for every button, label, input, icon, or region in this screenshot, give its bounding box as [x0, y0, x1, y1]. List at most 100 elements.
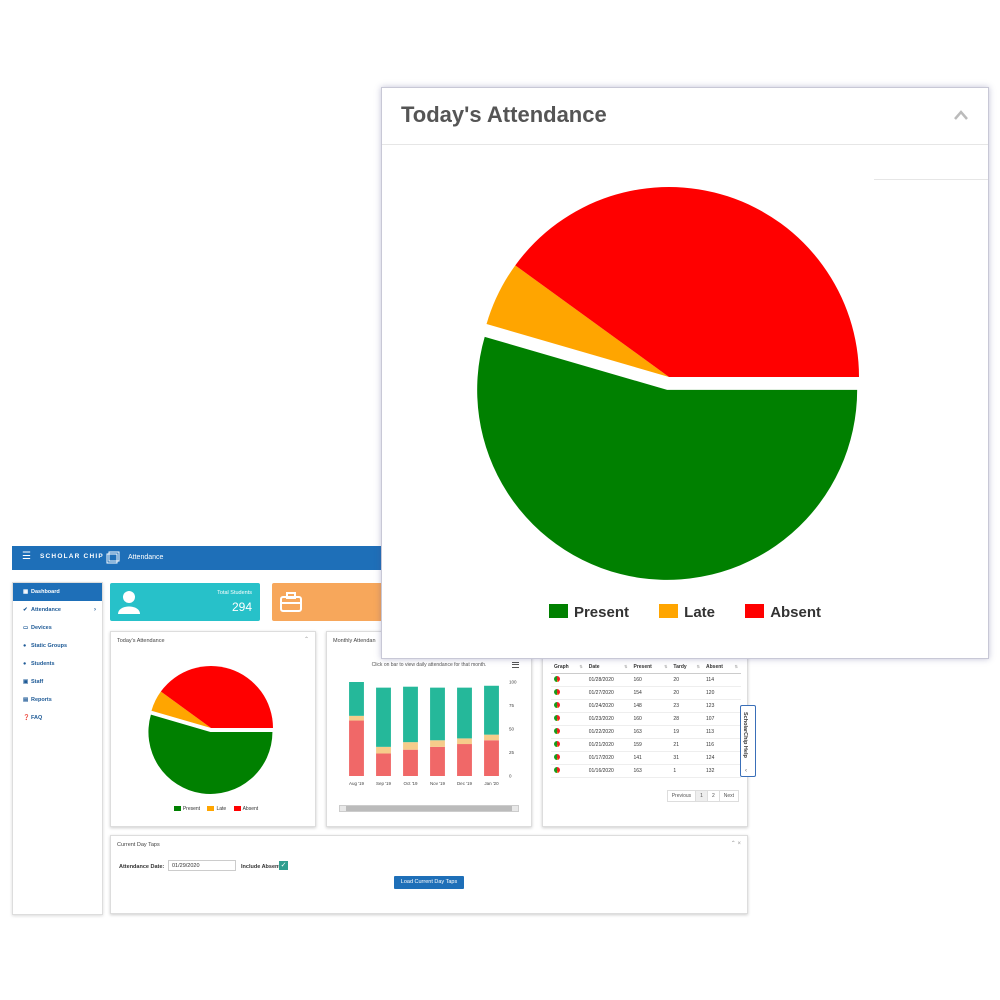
absent-swatch: [745, 604, 765, 618]
cell-date: 01/28/2020: [585, 673, 631, 687]
row-pie-icon[interactable]: [551, 764, 586, 778]
row-pie-icon[interactable]: [551, 686, 586, 700]
sort-icon: ⇅: [664, 663, 668, 669]
bar-segment[interactable]: [349, 715, 364, 721]
total-students-tile[interactable]: Total Students 294: [110, 583, 260, 621]
legend-late[interactable]: Late: [659, 604, 715, 621]
attendance-date-input[interactable]: 01/29/2020: [168, 860, 236, 871]
sidebar-item-students[interactable]: ● Students: [13, 655, 102, 673]
legend-present[interactable]: Present: [182, 806, 201, 812]
laptop-icon: ▭: [23, 625, 29, 631]
col-tardy[interactable]: Tardy ⇅: [670, 660, 704, 674]
sort-icon: ⇅: [696, 663, 701, 669]
table-row[interactable]: 01/22/2020 163 19 113: [551, 725, 741, 739]
help-tab[interactable]: ScholarChip Help ‹: [740, 705, 756, 777]
bar-segment[interactable]: [430, 746, 445, 776]
legend-absent[interactable]: Absent: [242, 806, 259, 812]
pager-page-1[interactable]: 1: [695, 790, 708, 802]
bar-segment[interactable]: [457, 738, 472, 745]
bar-segment[interactable]: [484, 734, 499, 741]
bar-segment[interactable]: [376, 687, 391, 747]
panel-title: Today's Attendance: [117, 638, 165, 644]
bar-segment[interactable]: [457, 687, 472, 739]
bar-segment[interactable]: [484, 685, 499, 735]
include-absent-checkbox[interactable]: ✓: [279, 861, 288, 870]
cell-present: 154: [630, 686, 671, 700]
col-graph[interactable]: Graph ⇅: [551, 660, 586, 674]
pager-previous[interactable]: Previous: [666, 790, 697, 802]
table-row[interactable]: 01/23/2020 160 28 107: [551, 712, 741, 726]
question-icon: ❓: [23, 715, 30, 721]
cell-present: 160: [630, 712, 671, 726]
sidebar-item-dashboard[interactable]: ▦ Dashboard: [13, 583, 102, 601]
y-tick-label: 75: [509, 703, 515, 708]
pie-slice-present[interactable]: [148, 714, 273, 794]
cell-present: 148: [630, 699, 671, 713]
mini-pie-chart[interactable]: [147, 664, 279, 796]
legend-present[interactable]: Present: [548, 604, 629, 621]
daily-attendance-table-panel: Graph ⇅ Date ⇅ Present ⇅ Tardy ⇅ Absent ⇅ 01/…: [542, 631, 748, 827]
bar-segment[interactable]: [430, 687, 445, 741]
cell-present: 141: [630, 751, 671, 765]
col-present[interactable]: Present ⇅: [630, 660, 671, 674]
table-row[interactable]: 01/17/2020 141 31 124: [551, 751, 741, 765]
bar-segment[interactable]: [403, 749, 418, 776]
scrollbar-thumb[interactable]: [346, 806, 512, 811]
table-row[interactable]: 01/21/2020 159 21 116: [551, 738, 741, 752]
bar-segment[interactable]: [403, 686, 418, 743]
x-tick-label: Dec '19: [457, 781, 473, 786]
sidebar-item-devices[interactable]: ▭ Devices: [13, 619, 102, 637]
pie-slice-late[interactable]: [151, 691, 211, 728]
pie-slice-absent[interactable]: [160, 666, 273, 728]
x-tick-label: Sep '19: [376, 781, 392, 786]
row-pie-icon[interactable]: [551, 699, 586, 713]
pie-slice-absent[interactable]: [515, 187, 859, 377]
panel-controls-icon[interactable]: ⌃ ×: [730, 841, 741, 847]
bar-segment[interactable]: [484, 740, 499, 776]
bar-segment[interactable]: [430, 740, 445, 747]
row-pie-icon[interactable]: [551, 712, 586, 726]
col-absent[interactable]: Absent ⇅: [703, 660, 741, 674]
sidebar-item-reports[interactable]: ▤ Reports: [13, 691, 102, 709]
bar-segment[interactable]: [403, 742, 418, 750]
table-row[interactable]: 01/27/2020 154 20 120: [551, 686, 741, 700]
pager-next[interactable]: Next: [718, 790, 739, 802]
bar-segment[interactable]: [376, 753, 391, 776]
user-icon: ●: [23, 661, 27, 667]
pie-slice-present[interactable]: [477, 336, 858, 580]
panel-title: Current Day Taps: [117, 842, 160, 848]
pie-slice-late[interactable]: [486, 265, 669, 377]
chart-menu-icon[interactable]: [512, 661, 519, 669]
bar-segment[interactable]: [457, 744, 472, 776]
chevron-up-icon[interactable]: ⌃: [303, 637, 309, 643]
staff-tile[interactable]: [272, 583, 392, 621]
cell-tardy: 19: [670, 725, 704, 739]
pager-page-2[interactable]: 2: [706, 790, 720, 802]
divider: [382, 144, 988, 145]
table-row[interactable]: 01/28/2020 160 20 114: [551, 673, 741, 687]
attendance-pie-chart[interactable]: [462, 164, 902, 604]
row-pie-icon[interactable]: [551, 738, 586, 752]
bar-segment[interactable]: [349, 720, 364, 776]
late-swatch: [659, 604, 679, 618]
legend-late[interactable]: Late: [216, 806, 227, 812]
row-pie-icon[interactable]: [551, 673, 586, 687]
sidebar-item-faq[interactable]: ❓FAQ: [13, 709, 102, 727]
bar-segment[interactable]: [376, 746, 391, 754]
sidebar-item-attendance[interactable]: ✔ Attendance ›: [13, 601, 102, 619]
legend-absent[interactable]: Absent: [745, 604, 821, 621]
menu-icon[interactable]: ☰: [22, 551, 31, 562]
chevron-up-icon[interactable]: [954, 110, 968, 120]
sidebar-item-static-groups[interactable]: ● Static Groups: [13, 637, 102, 655]
cell-tardy: 28: [670, 712, 704, 726]
bar-segment[interactable]: [349, 682, 364, 716]
table-row[interactable]: 01/24/2020 148 23 123: [551, 699, 741, 713]
sidebar-item-staff[interactable]: ▣ Staff: [13, 673, 102, 691]
chart-scrollbar[interactable]: [339, 805, 519, 812]
row-pie-icon[interactable]: [551, 751, 586, 765]
table-row[interactable]: 01/16/2020 163 1 132: [551, 764, 741, 778]
row-pie-icon[interactable]: [551, 725, 586, 739]
col-date[interactable]: Date ⇅: [585, 660, 631, 674]
load-current-day-taps-button[interactable]: Load Current Day Taps: [394, 876, 464, 889]
cell-absent: 114: [703, 673, 741, 687]
